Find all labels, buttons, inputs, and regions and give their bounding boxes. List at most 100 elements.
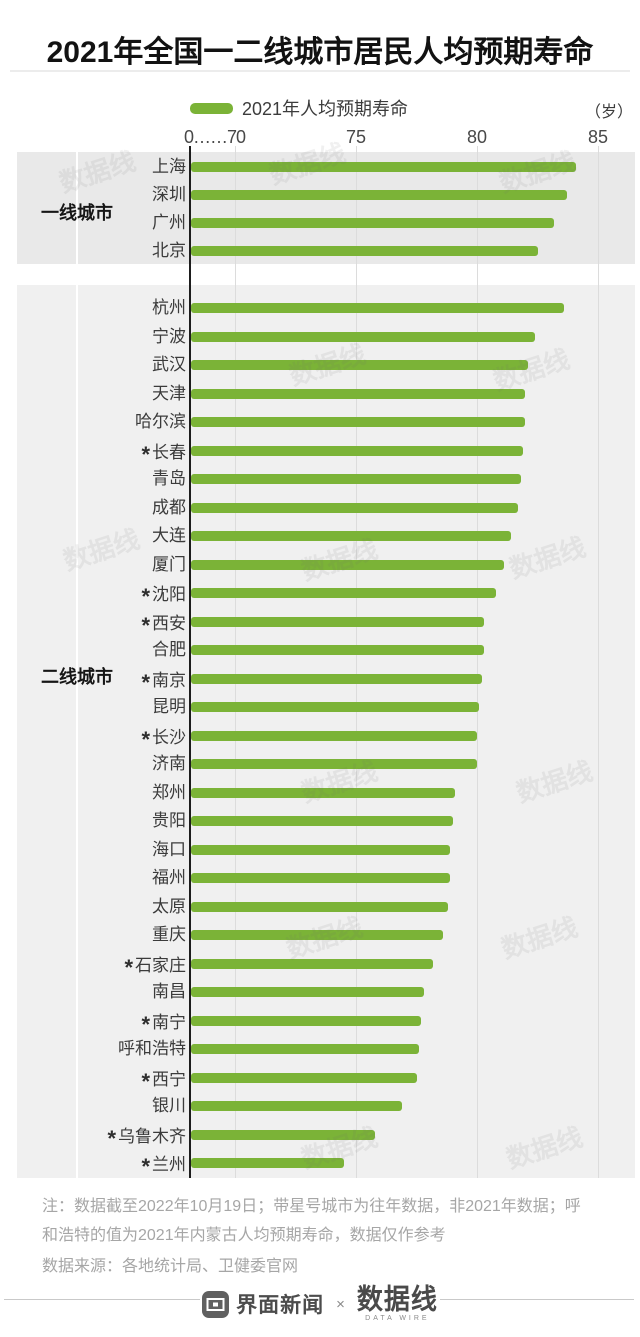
brand-watermark: 数据线 [497,911,582,965]
life-expectancy-bar [191,730,477,741]
life-expectancy-bar [191,930,444,941]
bar-row: 成都 [0,494,640,522]
bar-row: 福州 [0,864,640,892]
city-label: 银川 [152,1096,186,1116]
life-expectancy-bar [191,616,485,627]
legend-swatch [190,102,233,114]
life-expectancy-bar [191,1072,417,1083]
life-expectancy-bar [191,873,451,884]
bar-row: 青岛 [0,465,640,493]
life-expectancy-bar [191,502,519,513]
brand-watermark: 数据线 [502,1121,587,1175]
city-label: * 西宁 [141,1068,186,1094]
jiemian-news-icon [202,1290,230,1318]
bar-row: 厦门 [0,551,640,579]
bar-row: * 南京 [0,665,640,695]
group-label-tier2: 二线城市 [41,667,113,687]
prior-year-asterisk: * [141,441,150,467]
life-expectancy-bar [191,702,480,713]
city-label: 北京 [152,241,186,260]
bar-row: 郑州 [0,779,640,807]
bar-row: * 南宁 [0,1007,640,1037]
bar-row: 大连 [0,522,640,550]
city-label: * 西安 [141,612,186,638]
life-expectancy-bar [191,1101,402,1112]
city-label: 杭州 [152,298,186,318]
datawire-logo: 数据线 DATA WIRE [357,1285,438,1322]
brand-watermark: 数据线 [297,533,382,587]
life-expectancy-bar [191,417,526,428]
city-label: * 南京 [141,669,186,695]
data-source: 数据来源：各地统计局、卫健委官网 [42,1258,299,1275]
bar-row: 呼和浩特 [0,1035,640,1063]
jiemian-logo: 界面新闻 [202,1289,324,1319]
life-expectancy-bar [191,217,555,228]
life-expectancy-bar [191,1129,376,1140]
bar-row: 天津 [0,380,640,408]
bar-row: 北京 [0,237,640,265]
jiemian-logo-text: 界面新闻 [236,1294,325,1317]
life-expectancy-bar [191,787,456,798]
city-label: 厦门 [152,554,186,574]
city-label: 上海 [152,156,186,176]
city-label: * 兰州 [141,1154,186,1180]
bar-row: 哈尔滨 [0,408,640,436]
city-label: 太原 [152,896,186,916]
bar-row: 武汉 [0,351,640,379]
brand-watermark: 数据线 [59,523,144,577]
city-label: 贵阳 [152,811,186,831]
city-label: 呼和浩特 [118,1039,186,1059]
city-label: 海口 [152,839,186,859]
axis-tick-75: 75 [345,127,367,147]
bar-row: 上海 [0,153,640,181]
city-label: 青岛 [152,469,186,489]
life-expectancy-bar [191,901,448,912]
brand-watermark: 数据线 [297,1121,382,1175]
prior-year-asterisk: * [107,1125,116,1151]
life-expectancy-bar [191,1015,422,1026]
gridline-70 [235,146,236,1178]
axis-tick-80: 80 [466,127,488,147]
life-expectancy-bar [191,987,424,998]
bar-row: * 西宁 [0,1064,640,1094]
band-divider [76,152,78,264]
brand-watermark: 数据线 [282,911,367,965]
brand-watermark: 数据线 [297,755,382,809]
city-label: 广州 [152,212,186,232]
life-expectancy-bar [191,388,526,399]
bar-row: 昆明 [0,693,640,721]
footnote: 注：数据截至2022年10月19日；带星号城市为往年数据，非2021年数据；呼和… [42,1198,581,1244]
city-label: 郑州 [152,782,186,802]
chart-legend: 2021年人均预期寿命 [190,95,408,121]
life-expectancy-bar [191,360,528,371]
city-label: 重庆 [152,925,186,945]
brand-watermark: 数据线 [505,531,590,585]
city-label: 武汉 [152,355,186,375]
footer-left-rule [4,1299,200,1300]
prior-year-asterisk: * [141,1011,150,1037]
prior-year-asterisk: * [141,1068,150,1094]
bar-row: 太原 [0,893,640,921]
brand-watermark: 数据线 [512,755,597,809]
brand-watermark: 数据线 [55,145,140,199]
life-expectancy-bar [191,474,521,485]
group-label-tier1: 一线城市 [41,203,113,223]
bar-row: 济南 [0,750,640,778]
city-label: 深圳 [152,184,186,204]
life-expectancy-bar [191,246,538,256]
bar-row: 南昌 [0,978,640,1006]
life-expectancy-bar [191,816,453,827]
city-label: 天津 [152,383,186,403]
city-label: 哈尔滨 [135,412,186,432]
city-label: * 乌鲁木齐 [107,1125,186,1151]
city-label: 成都 [152,497,186,517]
life-expectancy-bar [191,161,577,172]
life-expectancy-bar [191,844,451,855]
footer-right-rule [440,1299,634,1300]
footer-brands: 界面新闻 × 数据线 DATA WIRE [190,1276,450,1332]
bar-row: 合肥 [0,636,640,664]
city-label: 宁波 [152,326,186,346]
prior-year-asterisk: * [124,954,133,980]
bar-row: * 沈阳 [0,579,640,609]
bar-row: 海口 [0,836,640,864]
